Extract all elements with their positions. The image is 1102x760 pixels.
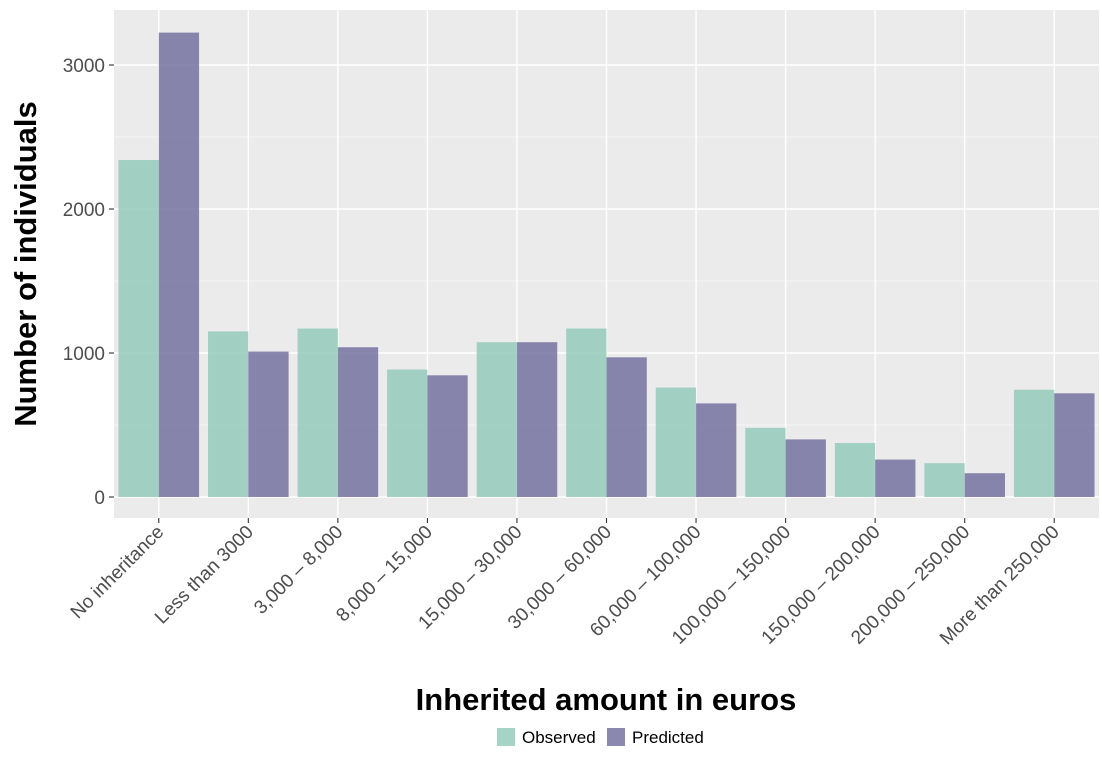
y-tick-label: 3000 <box>63 56 105 77</box>
legend-label-observed: Observed <box>522 728 596 747</box>
x-axis-title: Inherited amount in euros <box>416 682 797 717</box>
bar-predicted-8 <box>875 459 916 497</box>
x-tick-label: 3,000 – 8,000 <box>250 522 347 619</box>
bar-observed-1 <box>208 331 249 497</box>
x-tick-label: No inheritance <box>67 522 168 623</box>
bar-predicted-6 <box>696 403 737 497</box>
y-axis: 0 1000 2000 3000 <box>63 56 114 509</box>
legend-label-predicted: Predicted <box>632 728 704 747</box>
bar-observed-0 <box>118 160 159 498</box>
y-tick-label: 1000 <box>63 344 105 365</box>
bar-predicted-2 <box>337 347 379 497</box>
bar-observed-7 <box>745 427 786 497</box>
bar-predicted-10 <box>1054 393 1095 497</box>
bar-observed-3 <box>387 369 428 497</box>
bar-observed-5 <box>566 328 607 497</box>
y-tick-label: 0 <box>94 488 105 509</box>
bar-observed-6 <box>655 387 697 497</box>
legend: Observed Predicted <box>497 728 704 747</box>
x-tick-label: 8,000 – 15,000 <box>332 522 437 627</box>
bar-predicted-1 <box>248 351 289 497</box>
legend-key-observed <box>497 728 515 746</box>
bar-observed-10 <box>1013 389 1055 497</box>
legend-key-predicted <box>607 728 625 746</box>
bar-predicted-3 <box>427 375 468 497</box>
bar-observed-8 <box>834 443 876 497</box>
bar-predicted-5 <box>606 357 647 497</box>
bars-group <box>118 32 1095 498</box>
bar-predicted-0 <box>158 32 200 497</box>
bar-observed-4 <box>476 342 517 497</box>
bar-observed-2 <box>297 328 338 497</box>
bar-predicted-7 <box>785 439 826 497</box>
y-axis-title: Number of individuals <box>8 101 43 427</box>
bar-predicted-4 <box>516 342 558 497</box>
bar-predicted-9 <box>964 473 1005 497</box>
bar-observed-9 <box>924 463 965 497</box>
y-tick-label: 2000 <box>63 200 105 221</box>
